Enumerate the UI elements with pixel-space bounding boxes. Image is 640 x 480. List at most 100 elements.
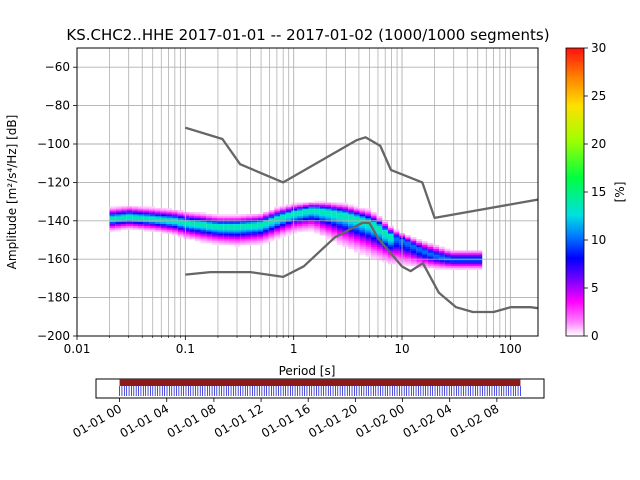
density-cell (268, 233, 275, 236)
density-cell (206, 225, 212, 228)
density-cell (268, 231, 275, 234)
density-cell (359, 244, 366, 248)
density-cell (177, 229, 184, 232)
density-cell (314, 212, 320, 215)
density-cell (206, 217, 212, 221)
density-cell (257, 216, 263, 219)
density-cell (200, 221, 207, 224)
density-cell (285, 212, 292, 215)
density-cell (405, 240, 411, 244)
density-cell (166, 231, 173, 234)
density-cell (376, 233, 383, 236)
density-cell (325, 214, 332, 217)
density-cell (370, 254, 377, 257)
density-cell (211, 221, 218, 224)
density-cell (280, 214, 286, 217)
density-cell (268, 239, 275, 242)
density-cell (382, 240, 388, 244)
density-cell (138, 210, 144, 213)
density-cell (217, 214, 224, 217)
density-cell (405, 246, 411, 249)
density-cell (359, 227, 366, 230)
density-cell (160, 227, 167, 230)
density-cell (336, 225, 343, 228)
density-cell (245, 240, 252, 244)
density-cell (387, 248, 394, 251)
density-cell (365, 210, 371, 213)
density-cell (405, 239, 411, 242)
density-cell (365, 214, 371, 217)
density-cell (342, 216, 349, 219)
density-cell (353, 250, 360, 253)
density-cell (183, 229, 190, 232)
density-cell (172, 225, 178, 228)
density-cell (160, 221, 167, 224)
density-cell (194, 214, 201, 217)
density-cell (211, 227, 218, 230)
density-cell (285, 233, 292, 236)
y-tick-label: −180 (37, 291, 70, 305)
density-cell (223, 239, 229, 242)
density-cell (228, 240, 235, 244)
density-cell (382, 256, 388, 259)
density-cell (308, 210, 315, 213)
density-cell (365, 216, 371, 219)
density-cell (336, 239, 343, 242)
density-cell (189, 231, 195, 234)
density-cell (416, 265, 423, 269)
density-cell (331, 202, 337, 205)
density-cell (234, 237, 241, 240)
density-cell (183, 221, 190, 224)
density-cell (223, 216, 229, 219)
density-cell (262, 233, 269, 236)
density-cell (194, 231, 201, 234)
density-cell (319, 223, 326, 226)
density-cell (291, 227, 298, 230)
density-cell (228, 214, 235, 217)
density-cell (422, 260, 428, 263)
density-cell (166, 229, 173, 232)
density-cell (359, 223, 366, 226)
density-cell (422, 250, 428, 253)
density-cell (422, 246, 428, 249)
density-cell (138, 212, 144, 215)
density-cell (433, 252, 440, 255)
time-tick-label: 01-01 12 (212, 401, 266, 440)
density-cell (365, 208, 371, 211)
x-tick-label: 0.1 (176, 342, 195, 356)
density-cell (166, 221, 173, 224)
density-cell (120, 210, 127, 213)
density-cell (433, 262, 440, 265)
density-cell (376, 225, 383, 228)
density-cell (183, 227, 190, 230)
density-cell (422, 256, 428, 259)
density-cell (274, 237, 281, 240)
density-cell (353, 237, 360, 240)
density-cell (348, 208, 354, 211)
y-tick-label: −140 (37, 214, 70, 228)
colorbar-tick-label: 0 (591, 329, 599, 343)
density-cell (336, 235, 343, 238)
density-cell (285, 227, 292, 230)
density-cell (109, 216, 116, 219)
density-cell (444, 262, 451, 265)
density-cell (172, 217, 178, 221)
density-cell (342, 217, 349, 221)
density-cell (359, 237, 366, 240)
density-cell (422, 252, 428, 255)
density-cell (382, 239, 388, 242)
density-cell (211, 237, 218, 240)
density-cell (353, 248, 360, 251)
density-cell (302, 212, 309, 215)
density-cell (319, 225, 326, 228)
density-cell (268, 217, 275, 221)
density-cell (234, 244, 241, 248)
density-cell (365, 231, 371, 234)
density-cell (189, 233, 195, 236)
density-cell (132, 221, 139, 224)
density-cell (433, 244, 440, 248)
density-cell (427, 242, 434, 246)
density-cell (314, 200, 320, 203)
density-cell (382, 250, 388, 253)
